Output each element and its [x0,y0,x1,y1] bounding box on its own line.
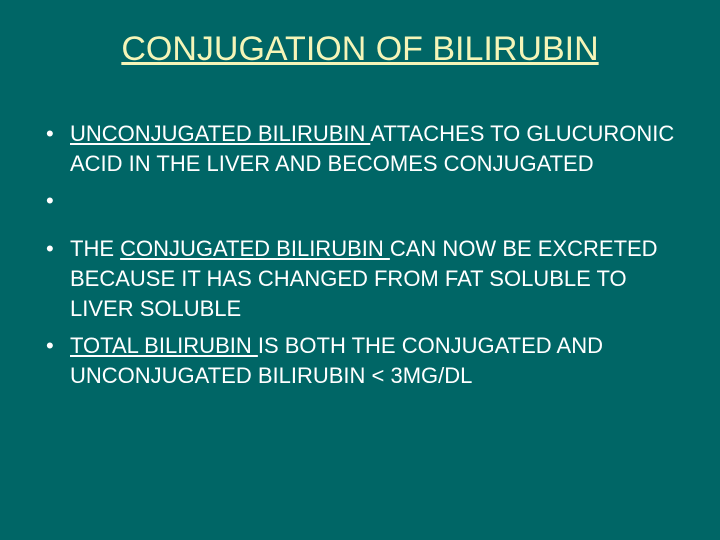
bullet-text-underlined: TOTAL BILIRUBIN [70,333,258,358]
bullet-item: THE CONJUGATED BILIRUBIN CAN NOW BE EXCR… [40,234,680,323]
bullet-spacer [40,186,680,226]
bullet-item: TOTAL BILIRUBIN IS BOTH THE CONJUGATED A… [40,331,680,390]
bullet-text-underlined: UNCONJUGATED BILIRUBIN [70,121,370,146]
slide-title: CONJUGATION OF BILIRUBIN [40,30,680,69]
bullet-text: THE [70,236,120,261]
bullet-item: UNCONJUGATED BILIRUBIN ATTACHES TO GLUCU… [40,119,680,178]
bullet-list: UNCONJUGATED BILIRUBIN ATTACHES TO GLUCU… [40,119,680,391]
bullet-text-underlined: CONJUGATED BILIRUBIN [120,236,390,261]
